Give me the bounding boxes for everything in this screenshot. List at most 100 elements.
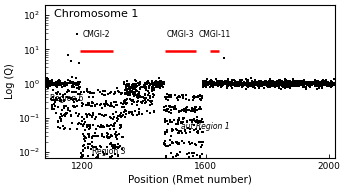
Point [236, 85, 242, 88]
Point [149, 90, 154, 93]
Point [187, 131, 193, 134]
Point [297, 83, 303, 86]
Point [258, 80, 263, 83]
Point [125, 93, 130, 96]
Point [107, 142, 113, 145]
Point [86, 124, 92, 127]
Point [184, 105, 190, 108]
Point [301, 83, 307, 86]
Point [227, 81, 232, 84]
Point [178, 109, 183, 112]
Point [92, 134, 98, 137]
Point [277, 81, 283, 84]
Point [52, 82, 58, 85]
Point [327, 84, 333, 87]
Point [162, 95, 168, 98]
Point [263, 83, 269, 86]
Point [115, 117, 120, 120]
Point [133, 88, 138, 91]
Point [327, 82, 332, 85]
Point [122, 99, 128, 102]
Point [191, 107, 197, 110]
Point [183, 107, 189, 110]
Point [134, 89, 139, 92]
Point [183, 109, 189, 112]
Point [82, 139, 87, 142]
Point [325, 81, 330, 84]
Point [140, 100, 146, 103]
Point [170, 141, 175, 144]
Point [49, 104, 55, 107]
Point [219, 85, 224, 88]
Point [95, 156, 101, 159]
Point [255, 81, 261, 84]
Point [251, 81, 256, 84]
Point [269, 83, 275, 86]
Point [61, 95, 66, 98]
Point [163, 144, 169, 147]
Point [73, 81, 79, 84]
Point [222, 82, 227, 85]
Point [118, 126, 124, 129]
Point [233, 84, 238, 87]
Point [54, 82, 60, 85]
Point [298, 81, 303, 84]
Point [264, 84, 270, 88]
Point [159, 80, 164, 83]
Point [113, 103, 118, 106]
Point [237, 79, 243, 82]
Point [89, 144, 95, 147]
Point [246, 84, 251, 87]
Point [294, 83, 300, 86]
Point [128, 99, 133, 102]
Point [118, 123, 124, 126]
Point [122, 116, 128, 119]
Point [205, 81, 210, 84]
Point [263, 81, 269, 84]
Point [147, 83, 153, 86]
Point [112, 146, 118, 149]
Point [64, 104, 69, 107]
Point [287, 87, 293, 90]
Point [272, 81, 277, 84]
Point [110, 146, 116, 149]
Point [254, 81, 259, 84]
Point [141, 83, 146, 86]
Point [307, 81, 312, 84]
Point [287, 83, 292, 86]
Point [50, 81, 56, 84]
Point [165, 99, 171, 102]
Point [109, 143, 115, 146]
Text: CMGI-11: CMGI-11 [199, 30, 231, 39]
Point [117, 113, 122, 116]
Point [175, 158, 181, 161]
Point [287, 83, 293, 86]
Point [263, 82, 268, 85]
Point [151, 92, 156, 95]
Point [140, 101, 145, 104]
Point [102, 125, 107, 128]
Point [204, 81, 210, 84]
Point [177, 94, 182, 97]
Point [136, 91, 142, 94]
Point [44, 82, 49, 85]
Point [58, 82, 64, 85]
Point [100, 114, 105, 117]
Point [49, 83, 55, 86]
Point [97, 91, 103, 94]
Point [128, 97, 133, 100]
Point [56, 125, 61, 128]
Point [86, 135, 91, 138]
Point [153, 80, 158, 83]
Point [167, 143, 173, 146]
Point [320, 80, 326, 83]
Point [304, 81, 310, 84]
Point [108, 102, 113, 105]
Point [206, 81, 211, 84]
Point [261, 82, 266, 85]
Point [272, 85, 277, 88]
Point [324, 79, 329, 82]
Point [71, 84, 76, 87]
Point [274, 82, 280, 85]
Point [45, 80, 51, 83]
